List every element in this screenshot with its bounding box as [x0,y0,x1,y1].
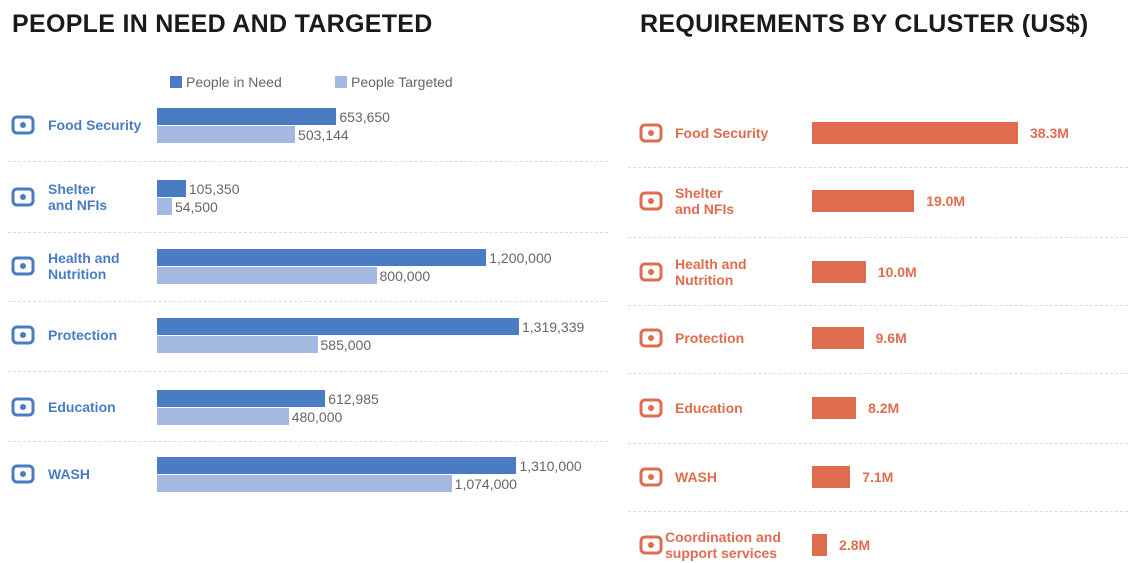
icon [10,323,36,347]
value-label: 9.6M [875,330,907,346]
bar [157,267,377,284]
legend-swatch [335,76,347,88]
icon [10,254,36,278]
bar [157,457,517,474]
legend-swatch [170,76,182,88]
bar [157,108,337,125]
icon [638,326,664,350]
value-label: 2.8M [839,537,871,553]
value-label: 19.0M [926,193,966,209]
value-label: 1,310,000 [519,458,582,474]
category-label: Health and Nutrition [48,250,120,282]
separator [628,511,1128,512]
icon [638,260,664,284]
bar [157,180,186,197]
separator [628,236,1128,238]
separator [628,305,1128,306]
separator [8,300,608,302]
category-label: Shelter and NFIs [48,181,108,213]
bar [157,318,519,335]
separator [8,371,608,372]
value-label: 1,200,000 [489,250,552,266]
bar [812,534,828,556]
category-label: Protection [675,330,745,346]
category-label: Education [48,399,116,415]
icon [638,189,664,213]
icon [638,465,664,489]
bar [812,190,915,212]
bar [157,126,296,143]
value-label: 8.2M [868,400,900,416]
bar [157,475,452,492]
icon [10,462,36,486]
icon [638,396,664,420]
chart-title: PEOPLE IN NEED AND TARGETED [12,10,433,38]
separator [8,161,608,162]
bar [812,327,864,349]
category-label: Health and Nutrition [675,256,747,288]
category-label: Protection [48,327,118,343]
value-label: 38.3M [1030,125,1069,141]
value-label: 10.0M [877,264,917,280]
bar [812,261,866,283]
value-label: 7.1M [862,469,894,485]
bar [812,397,857,419]
category-label: Shelter and NFIs [675,185,735,217]
legend-label: People Targeted [351,74,453,90]
value-label: 800,000 [379,268,431,284]
category-label: Food Security [675,125,769,141]
category-label: WASH [48,466,90,482]
value-label: 54,500 [174,199,218,215]
value-label: 612,985 [328,391,379,407]
icon [10,113,36,137]
value-label: 503,144 [298,127,349,143]
separator [628,442,1128,444]
value-label: 1,319,339 [522,319,585,335]
separator [628,167,1128,168]
value-label: 653,650 [339,109,390,125]
bar [157,336,318,353]
icon [10,185,36,209]
category-label: Coordination and support services [665,529,781,561]
bar [157,249,487,266]
separator [8,231,608,233]
category-label: WASH [675,469,717,485]
value-label: 585,000 [320,337,372,353]
bar [157,408,289,425]
separator [628,373,1128,374]
chart-title: REQUIREMENTS BY CLUSTER (US$) [640,10,1089,38]
category-label: Food Security [48,117,142,133]
value-label: 1,074,000 [454,476,517,492]
legend-label: People in Need [186,74,282,90]
category-label: Education [675,400,743,416]
icon [638,121,664,145]
icon [638,533,664,557]
value-label: 105,350 [188,181,240,197]
bar [157,390,326,407]
bar [812,466,851,488]
bar [812,122,1018,144]
bar [157,198,172,215]
icon [10,395,36,419]
value-label: 480,000 [291,409,343,425]
separator [8,440,608,442]
